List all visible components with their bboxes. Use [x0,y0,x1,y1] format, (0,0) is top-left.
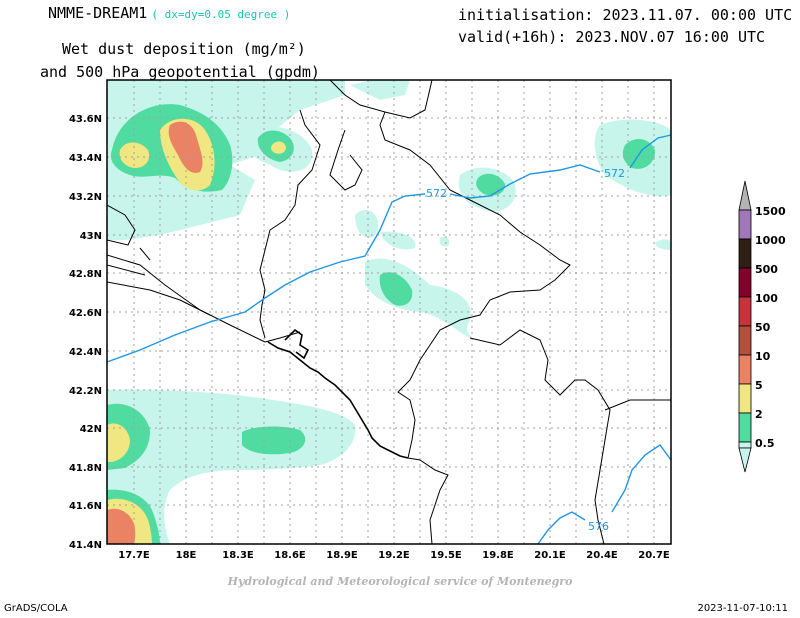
colorbar-label: 2 [755,408,763,421]
contour-label-576: 576 [588,520,609,533]
lat-label: 43.2N [69,192,102,203]
lon-label: 18E [176,550,197,561]
render-timestamp: 2023-11-07-10:11 [697,603,788,614]
map-frame [106,79,672,545]
contour-label-572-center: 572 [426,187,447,200]
initialisation-time: initialisation: 2023.11.07. 00:00 UTC [458,6,793,24]
lon-label: 20.4E [586,550,618,561]
latitude-axis: 43.6N 43.4N 43.2N 43N 42.8N 42.6N 42.4N … [69,114,102,551]
lon-label: 19.8E [482,550,514,561]
grid-lines [107,80,671,544]
colorbar-swatch [738,383,752,414]
lon-label: 20.7E [638,550,670,561]
coastline [267,328,409,459]
lat-label: 42N [80,424,102,435]
colorbar-swatch [738,354,752,385]
product-title-line2: and 500 hPa geopotential (gpdm) [40,63,320,81]
lon-label: 18.9E [326,550,358,561]
lat-label: 41.4N [69,540,102,551]
colorbar-label: 10 [755,350,771,363]
colorbar-labels: 1500 1000 500 100 50 10 5 2 0.5 [755,205,786,450]
colorbar-swatch [738,209,752,240]
resolution-note: ( dx=dy=0.05 degree ) [151,8,291,21]
colorbar-label: 1500 [755,205,786,218]
colorbar-label: 0.5 [755,437,775,450]
colorbar-swatch [738,267,752,298]
colorbar-label: 50 [755,321,771,334]
colorbar-swatch [738,325,752,356]
model-title: NMME-DREAM1( dx=dy=0.05 degree ) [48,4,290,22]
colorbar-label: 100 [755,292,778,305]
colorbar-swatch [738,296,752,327]
lon-label: 20.1E [534,550,566,561]
colorbar-bottom-arrow [738,447,752,473]
contour-label-572-east: 572 [604,167,625,180]
colorbar-label: 500 [755,263,778,276]
colorbar-swatch [738,238,752,269]
lon-label: 19.2E [378,550,410,561]
colorbar-swatch [738,412,752,443]
colorbar-swatch [738,441,752,449]
valid-time: valid(+16h): 2023.NOV.07 16:00 UTC [458,28,766,46]
model-name: NMME-DREAM1 [48,4,148,22]
lat-label: 43N [80,231,102,242]
colorbar-top-arrow [738,180,752,211]
lon-label: 18.6E [274,550,306,561]
lat-label: 43.6N [69,114,102,125]
lat-label: 41.8N [69,463,102,474]
country-borders [107,80,671,544]
lat-label: 42.4N [69,347,102,358]
lon-label: 18.3E [222,550,254,561]
product-title-line1: Wet dust deposition (mg/m²) [62,40,306,58]
colorbar [738,180,752,473]
software-label: GrADS/COLA [4,603,68,614]
colorbar-label: 5 [755,379,763,392]
lon-label: 19.5E [430,550,462,561]
dust-deposition-field [107,80,671,544]
geopotential-contours [106,134,672,545]
lat-label: 42.8N [69,269,102,280]
lon-label: 17.7E [118,550,150,561]
longitude-axis: 17.7E 18E 18.3E 18.6E 18.9E 19.2E 19.5E … [118,550,670,561]
colorbar-label: 1000 [755,234,786,247]
lat-label: 41.6N [69,501,102,512]
lat-label: 42.6N [69,308,102,319]
lat-label: 42.2N [69,386,102,397]
lat-label: 43.4N [69,153,102,164]
contour-labels: 572 572 576 [426,167,625,533]
credit-line: Hydrological and Meteorological service … [227,575,573,588]
